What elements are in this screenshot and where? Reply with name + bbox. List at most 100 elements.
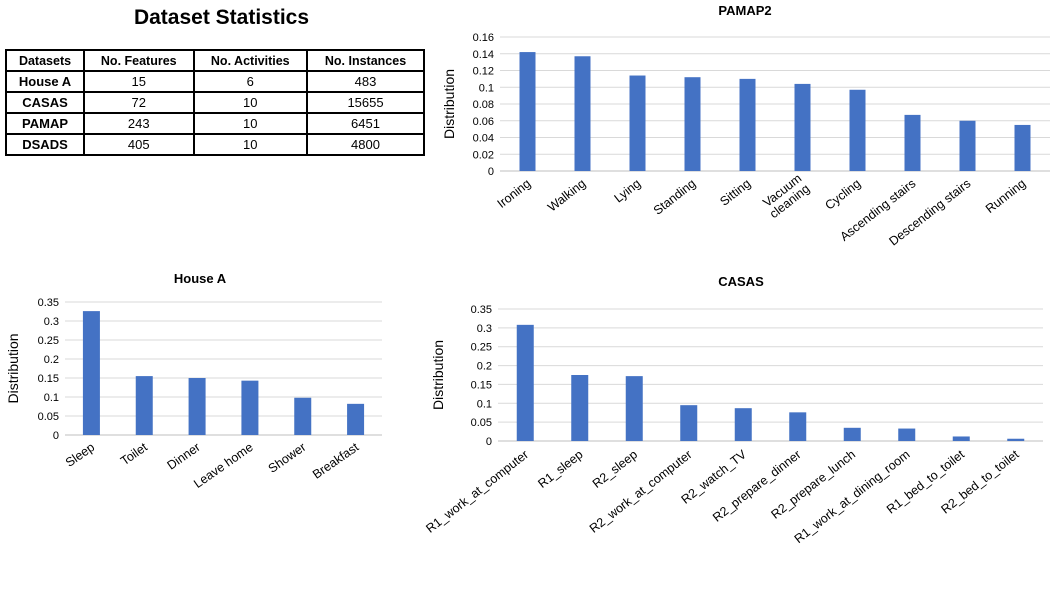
y-axis-label: Distribution <box>430 340 446 410</box>
row-instances: 4800 <box>307 134 424 155</box>
y-tick-label: 0 <box>488 166 494 178</box>
x-tick-label: Sleep <box>63 440 97 470</box>
x-tick-label: R2_work_at_computer <box>587 447 695 535</box>
x-tick-label: R2_sleep <box>590 447 640 491</box>
x-tick-label-line: Toilet <box>118 440 150 469</box>
x-tick-label-line: Breakfast <box>310 440 362 482</box>
stats-title: Dataset Statistics <box>0 6 443 30</box>
x-tick-label: Dinner <box>165 440 203 473</box>
x-tick-label-line: Leave home <box>191 440 255 491</box>
x-tick-label: Toilet <box>118 440 150 469</box>
y-tick-label: 0.08 <box>473 99 494 111</box>
x-tick-label: Sitting <box>717 176 753 208</box>
bar <box>571 375 588 441</box>
y-tick-label: 0 <box>486 436 492 448</box>
casas-chart-svg: CASAS Distribution 0 0.05 0.1 0.15 0.2 0.25 0.3 0… <box>428 273 1051 589</box>
row-instances: 15655 <box>307 92 424 113</box>
bar <box>789 412 806 441</box>
x-tick-label-line: R1_sleep <box>535 447 585 491</box>
y-tick-label: 0.06 <box>473 116 494 128</box>
bar <box>1015 125 1031 171</box>
x-tick-label: Shower <box>266 440 309 476</box>
pamap2-chart: PAMAP2 Distribution 0 0.02 0.04 0.06 0.08 0.1 0.… <box>440 0 1051 290</box>
row-dataset-name: House A <box>6 71 84 92</box>
x-tick-label-line: R1_work_at_computer <box>423 447 531 535</box>
x-tick-label-line: R2_work_at_computer <box>587 447 695 535</box>
bar <box>795 84 811 171</box>
y-tick-label: 0.2 <box>44 354 59 366</box>
x-tick-label: R1_sleep <box>535 447 585 491</box>
x-tick-label: R1_work_at_computer <box>423 447 531 535</box>
house-a-chart: House A Distribution 0 0.05 0.1 0.15 0.2 0.25 0.… <box>0 268 400 486</box>
bar <box>517 325 534 441</box>
y-tick-label: 0.04 <box>473 133 494 145</box>
pamap2-chart-svg: PAMAP2 Distribution 0 0.02 0.04 0.06 0.08 0.1 0.… <box>440 0 1051 290</box>
x-tick-label-line: Ironing <box>495 176 534 211</box>
x-tick-label-line: Sleep <box>63 440 97 470</box>
chart-title: House A <box>174 271 227 286</box>
y-tick-label: 0.05 <box>38 411 59 423</box>
y-tick-label: 0.16 <box>473 32 494 44</box>
row-dataset-name: DSADS <box>6 134 84 155</box>
bar <box>189 378 206 435</box>
bar <box>1007 439 1024 441</box>
x-tick-label-line: Walking <box>545 176 588 214</box>
y-tick-label: 0.25 <box>471 342 492 354</box>
row-dataset-name: PAMAP <box>6 113 84 134</box>
row-features: 405 <box>84 134 193 155</box>
bar <box>740 79 756 171</box>
chart-title: CASAS <box>718 274 764 289</box>
x-tick-label: Cycling <box>822 176 863 212</box>
row-activities: 10 <box>194 134 308 155</box>
bar <box>735 408 752 441</box>
y-tick-label: 0.3 <box>44 316 59 328</box>
y-tick-label: 0.1 <box>44 392 59 404</box>
x-tick-label-line: Dinner <box>165 440 203 473</box>
bar <box>905 115 921 171</box>
x-tick-label-line: R2_sleep <box>590 447 640 491</box>
bar <box>294 398 311 435</box>
bar <box>626 376 643 441</box>
table-row: PAMAP 243 10 6451 <box>6 113 424 134</box>
bar <box>685 77 701 171</box>
x-tick-label: Breakfast <box>310 440 362 482</box>
table-row: CASAS 72 10 15655 <box>6 92 424 113</box>
bar <box>136 376 153 435</box>
row-activities: 10 <box>194 113 308 134</box>
y-axis-label: Distribution <box>5 333 21 403</box>
header-features: No. Features <box>84 50 193 71</box>
x-tick-label: Leave home <box>191 440 255 491</box>
y-tick-label: 0.15 <box>471 379 492 391</box>
bar <box>630 76 646 171</box>
x-tick-label: Vacuumcleaning <box>759 171 812 221</box>
y-tick-label: 0.2 <box>477 361 492 373</box>
header-activities: No. Activities <box>194 50 308 71</box>
y-tick-label: 0.1 <box>477 398 492 410</box>
y-tick-label: 0.15 <box>38 373 59 385</box>
bar <box>520 52 536 171</box>
x-tick-label-line: Sitting <box>717 176 753 208</box>
header-instances: No. Instances <box>307 50 424 71</box>
table-row: DSADS 405 10 4800 <box>6 134 424 155</box>
bar <box>241 381 258 435</box>
bar <box>83 311 100 435</box>
bar <box>960 121 976 171</box>
row-instances: 6451 <box>307 113 424 134</box>
row-activities: 6 <box>194 71 308 92</box>
y-tick-label: 0.05 <box>471 417 492 429</box>
x-tick-label: Lying <box>612 176 644 205</box>
bar <box>347 404 364 435</box>
x-tick-label-line: Shower <box>266 440 309 476</box>
bar <box>850 90 866 171</box>
row-activities: 10 <box>194 92 308 113</box>
bar <box>953 436 970 441</box>
row-features: 72 <box>84 92 193 113</box>
casas-chart: CASAS Distribution 0 0.05 0.1 0.15 0.2 0.25 0.3 0… <box>428 273 1051 589</box>
bar <box>680 405 697 441</box>
x-tick-label: Running <box>983 176 1028 216</box>
y-tick-label: 0 <box>53 430 59 442</box>
y-axis-label: Distribution <box>441 69 457 139</box>
x-tick-label: Standing <box>651 176 699 217</box>
stats-header-row: Datasets No. Features No. Activities No.… <box>6 50 424 71</box>
y-tick-label: 0.12 <box>473 66 494 78</box>
